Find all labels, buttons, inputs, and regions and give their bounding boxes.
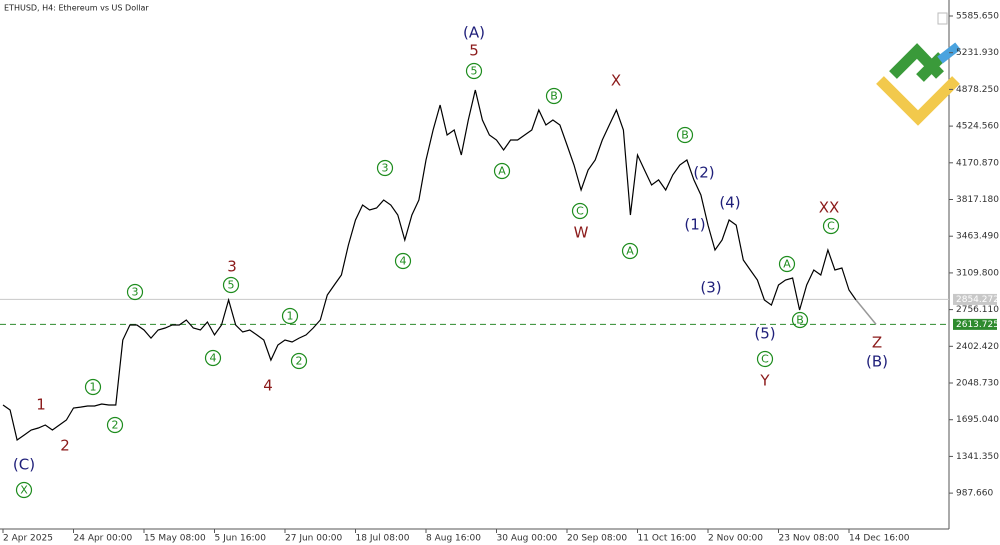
y-tick-label: 4170.870	[956, 158, 999, 168]
wave-label: (5)	[754, 325, 775, 343]
y-tick-label: 3817.180	[956, 195, 999, 205]
wave-label: (1)	[684, 216, 705, 234]
y-tick-label: 3109.800	[956, 268, 999, 278]
x-tick-label: 8 Aug 16:00	[426, 534, 481, 544]
wave-label: (3)	[700, 279, 721, 297]
wave-label: 1	[36, 396, 46, 414]
projection	[855, 299, 877, 325]
wave-label: (2)	[693, 164, 714, 182]
wave-label: 3	[227, 258, 237, 276]
wave-label: A	[783, 258, 791, 271]
y-tick-label: 1695.040	[956, 415, 999, 425]
x-tick-label: 15 May 08:00	[144, 534, 206, 544]
wave-circle	[756, 350, 774, 368]
wave-label: C	[761, 353, 769, 366]
wave-label: 2	[112, 419, 119, 432]
y-tick-label: 2402.420	[956, 342, 999, 352]
wave-label: 2	[60, 437, 70, 455]
wave-circle	[465, 62, 483, 80]
wave-circle	[15, 481, 33, 499]
wave-circle	[778, 255, 796, 273]
wave-circle	[822, 217, 840, 235]
wave-label: (A)	[463, 24, 485, 42]
x-tick-label: 2 Apr 2025	[3, 534, 53, 544]
wave-circle	[676, 126, 694, 144]
wave-circle	[84, 378, 102, 396]
x-tick-label: 2 Nov 00:00	[708, 534, 763, 544]
wave-label: B	[796, 314, 804, 327]
wave-circle	[791, 311, 809, 329]
wave-circle	[545, 87, 563, 105]
y-tick-label: 4878.250	[956, 85, 999, 95]
chart-title: ETHUSD, H4: Ethereum vs US Dollar	[4, 4, 149, 13]
wave-label: W	[574, 224, 589, 242]
y-tick-label: 2048.730	[956, 379, 999, 389]
y-tick-label: 3463.490	[956, 232, 999, 242]
wave-circle	[376, 159, 394, 177]
x-tick-label: 23 Nov 08:00	[779, 534, 840, 544]
price-tag-label: 2613.725	[956, 320, 999, 330]
wave-label: C	[827, 220, 835, 233]
wave-label: 3	[382, 162, 389, 175]
x-tick-label: 27 Jun 00:00	[285, 534, 342, 544]
wave-circle	[394, 252, 412, 270]
wave-label: 5	[469, 42, 479, 60]
price-tag-label: 2854.272	[956, 295, 999, 305]
scroll-icon[interactable]	[937, 12, 948, 25]
wave-label: (B)	[866, 353, 888, 371]
wave-label: B	[550, 90, 558, 103]
wave-label: 4	[263, 377, 273, 395]
wave-circle	[281, 307, 299, 325]
price-tag	[953, 293, 997, 305]
wave-label: 4	[400, 255, 407, 268]
wave-label: 3	[132, 286, 139, 299]
wave-label: A	[498, 165, 506, 178]
wave-label: B	[681, 129, 689, 142]
x-tick-label: 14 Dec 16:00	[849, 534, 910, 544]
price-tag	[953, 318, 997, 330]
wave-label: 4	[210, 352, 217, 365]
wave-label: 5	[471, 65, 478, 78]
y-tick-label: 5585.650	[956, 11, 999, 21]
wave-label: Z	[872, 334, 882, 352]
price-line-series	[2, 89, 857, 442]
x-tick-label: 20 Sep 08:00	[567, 534, 627, 544]
wave-label: 1	[90, 381, 97, 394]
wave-label: X	[611, 72, 621, 90]
x-tick-label: 24 Apr 00:00	[74, 534, 133, 544]
wave-circle	[571, 202, 589, 220]
logo	[876, 42, 961, 126]
x-tick-label: 11 Oct 16:00	[638, 534, 697, 544]
wave-circle	[126, 283, 144, 301]
y-tick-label: 987.660	[956, 489, 993, 499]
wave-label: 5	[228, 279, 235, 292]
wave-label: 2	[296, 355, 303, 368]
y-tick-label: 4524.560	[956, 122, 999, 132]
wave-circle	[290, 352, 308, 370]
wave-circle	[222, 276, 240, 294]
x-tick-label: 5 Jun 16:00	[215, 534, 267, 544]
wave-label: XX	[819, 199, 840, 217]
wave-circle	[204, 349, 222, 367]
y-tick-label: 2756.110	[956, 305, 999, 315]
wave-circle	[493, 162, 511, 180]
x-tick-label: 18 Jul 08:00	[356, 534, 410, 544]
wave-label: X	[20, 484, 28, 497]
wave-label: (C)	[13, 456, 35, 474]
wave-label: 1	[287, 310, 294, 323]
y-tick-label: 1341.350	[956, 452, 999, 462]
wave-label: (4)	[719, 194, 740, 212]
wave-label: A	[626, 245, 634, 258]
wave-circle	[106, 416, 124, 434]
wave-label: Y	[759, 372, 770, 390]
wave-circle	[621, 242, 639, 260]
y-tick-label: 5231.930	[956, 48, 999, 58]
wave-label: C	[576, 205, 584, 218]
x-tick-label: 30 Aug 00:00	[497, 534, 558, 544]
